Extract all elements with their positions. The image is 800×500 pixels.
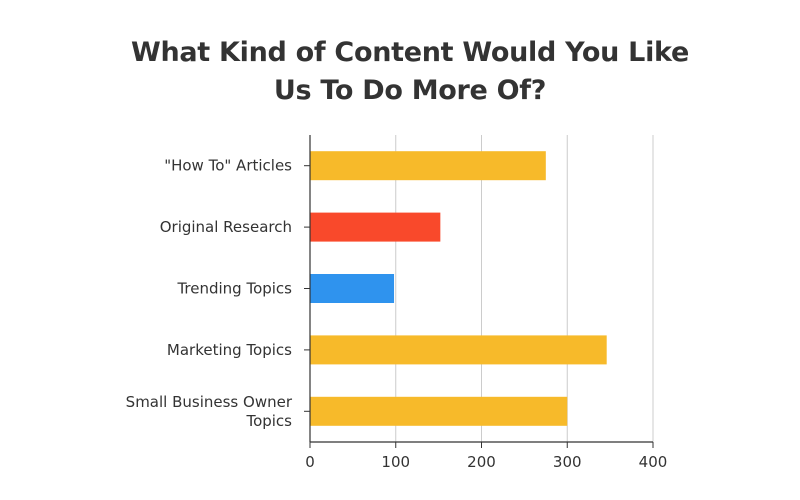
chart-title-line-2: Us To Do More Of? [273,75,547,106]
x-tick-label: 0 [305,453,315,471]
category-label: "How To" Articles [164,157,292,175]
category-label: Marketing Topics [167,341,292,359]
category-label: Original Research [160,218,292,236]
bar [310,151,546,181]
chart-title-line-1: What Kind of Content Would You Like [130,37,689,68]
bar [310,212,441,242]
chart-title: What Kind of Content Would You Like Us T… [60,34,760,110]
category-label: Small Business Owner [126,393,293,411]
category-labels: "How To" Articles Original Research Trendi… [126,157,293,430]
bar [310,274,395,303]
bar [310,396,568,426]
tick-labels: 0 100 200 300 400 [305,453,667,471]
category-label: Topics [245,412,292,430]
x-tick-label: 100 [381,453,410,471]
x-tick-label: 300 [553,453,582,471]
bars [310,151,607,426]
x-tick-label: 200 [467,453,496,471]
x-tick-label: 400 [639,453,668,471]
axes [304,135,654,448]
bar [310,335,607,365]
category-label: Trending Topics [176,280,292,298]
grid-lines [395,135,654,442]
